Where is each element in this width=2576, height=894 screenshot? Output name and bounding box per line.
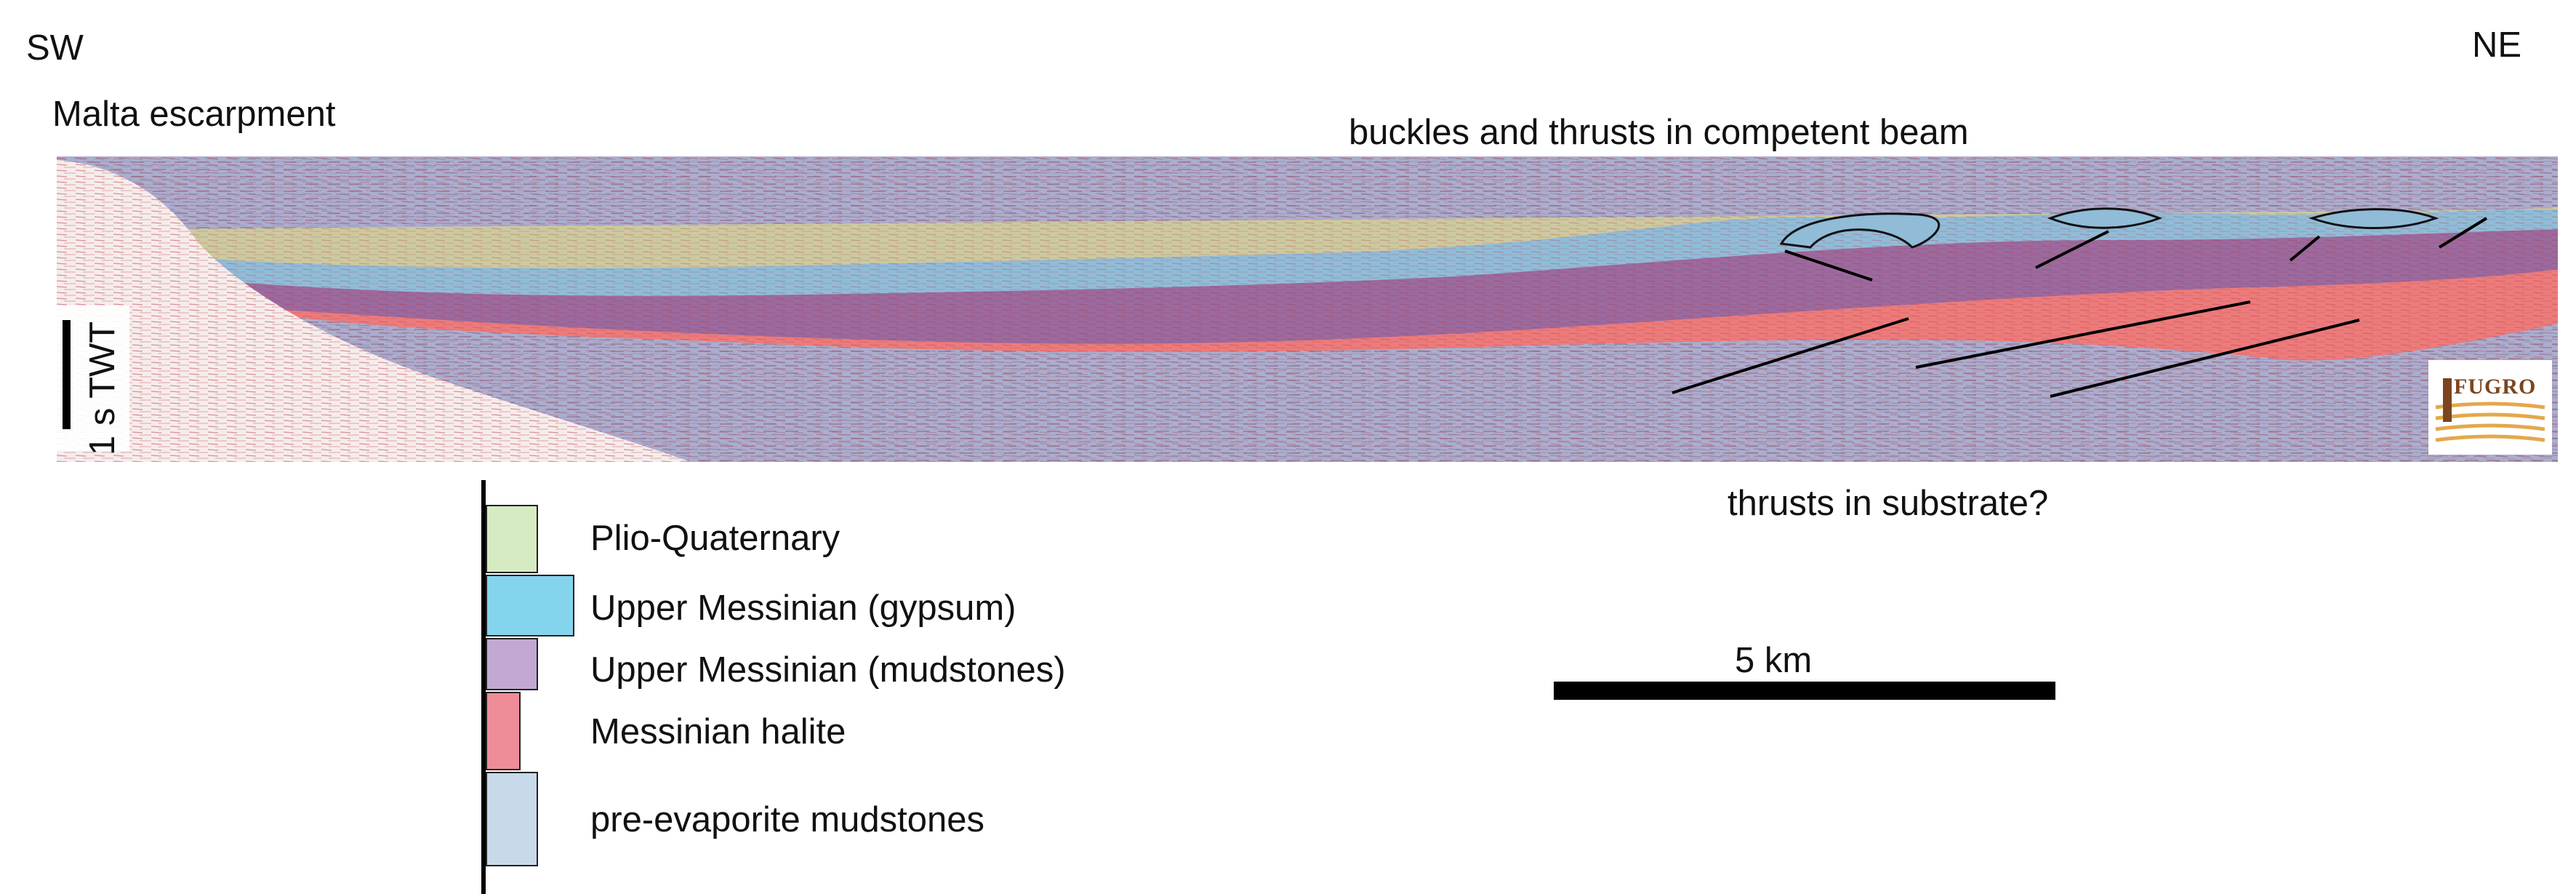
thrust-fault — [1672, 317, 1909, 394]
vertical-scale-label: 1 s TWT — [83, 321, 122, 455]
buckle-fold — [2047, 207, 2163, 229]
thrust-faults — [1672, 217, 2488, 398]
seismic-panel — [57, 156, 2558, 462]
legend-label-halite: Messinian halite — [590, 712, 846, 751]
legend-label-mudstones: Upper Messinian (mudstones) — [590, 650, 1066, 690]
horizontal-scale-label: 5 km — [1735, 641, 1813, 680]
thrust-fault — [2050, 319, 2360, 398]
legend-label-plio-quaternary: Plio-Quaternary — [590, 519, 840, 558]
vertical-scale-bar — [63, 320, 71, 429]
buckle-fold — [1779, 212, 1941, 249]
horizontal-scale-bar — [1554, 682, 2055, 700]
orientation-left: SW — [26, 28, 84, 68]
legend-axis — [481, 480, 486, 894]
thrust-fault — [2035, 230, 2109, 269]
beam-label: buckles and thrusts in competent beam — [1349, 113, 1969, 152]
legend-swatch-halite — [486, 692, 521, 770]
orientation-right: NE — [2472, 25, 2522, 65]
thrust-fault — [2289, 235, 2321, 262]
thrust-fault — [2438, 217, 2488, 249]
legend-swatch-gypsum — [486, 575, 574, 636]
escarpment-label: Malta escarpment — [52, 95, 336, 134]
thrust-fault — [1915, 300, 2251, 369]
legend-label-pre-evaporite: pre-evaporite mudstones — [590, 800, 985, 839]
substrate-label: thrusts in substrate? — [1728, 484, 2049, 523]
legend-swatch-plio-quaternary — [486, 505, 538, 573]
legend-swatch-pre-evaporite — [486, 772, 538, 866]
buckle-fold — [2308, 208, 2439, 229]
legend-swatch-mudstones — [486, 638, 538, 690]
logo-text: FUGRO — [2454, 375, 2537, 399]
thrust-fault — [1784, 250, 1873, 282]
legend-label-gypsum: Upper Messinian (gypsum) — [590, 588, 1016, 628]
